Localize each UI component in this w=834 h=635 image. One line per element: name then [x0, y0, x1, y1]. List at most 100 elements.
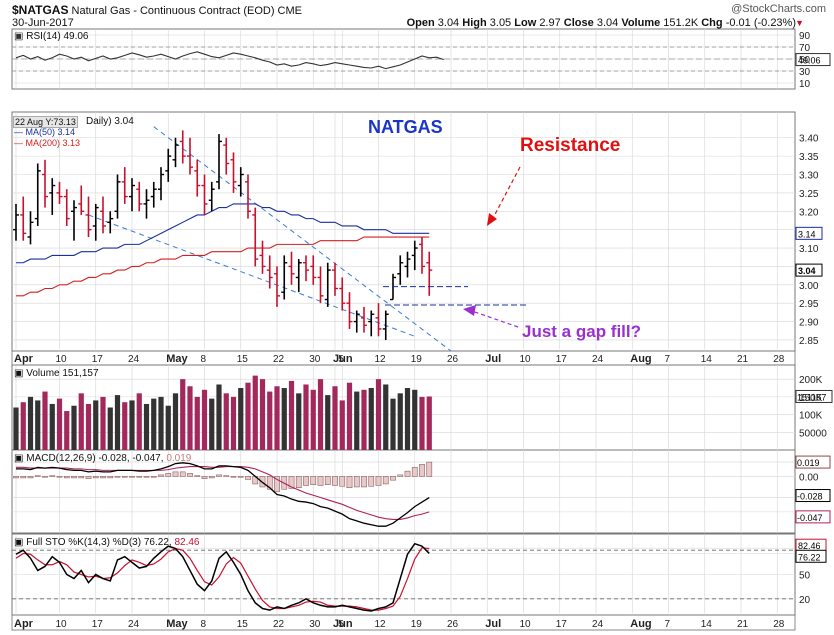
sto-value-label: 82.46 — [798, 541, 821, 551]
x-tick-label-top: 14 — [701, 354, 713, 365]
volume-bar — [187, 386, 193, 450]
resistance-annotation: Resistance — [520, 135, 621, 156]
chart-header: $NATGAS Natural Gas - Continuous Contrac… — [12, 3, 302, 17]
macd-histogram-bar — [63, 476, 70, 479]
macd-histogram-bar — [382, 476, 389, 485]
x-tick-label-top: 21 — [737, 354, 749, 365]
volume-bar — [368, 388, 374, 450]
resistance-arrow — [491, 166, 521, 221]
macd-histogram-bar — [397, 474, 404, 477]
volume-bar — [216, 384, 222, 450]
ma200-line — [16, 236, 430, 297]
rsi-value-marker — [795, 53, 831, 67]
x-tick-label-bottom: 10 — [520, 619, 532, 630]
x-tick-label-bottom: 19 — [411, 619, 423, 630]
macd-histogram-bar — [13, 476, 19, 479]
x-tick-label-bottom: 12 — [375, 619, 387, 630]
x-tick-label-bottom: 30 — [309, 619, 321, 630]
macd-histogram-bar — [237, 476, 244, 478]
gap-fill-annotation: Just a gap fill? — [522, 322, 642, 341]
volume-label: Volume — [621, 17, 661, 29]
volume-bar — [303, 384, 309, 450]
chg-down-arrow-icon: ▼ — [795, 18, 804, 28]
sto-legend-d: 82.46 — [174, 537, 200, 548]
volume-tick-label: 150K — [799, 393, 823, 404]
x-tick-label-top: 17 — [556, 354, 568, 365]
sto-value-marker — [795, 549, 827, 563]
macd-value-marker — [795, 489, 831, 503]
high-value: 3.05 — [489, 17, 512, 29]
macd-legend: ▣ MACD(12,26,9) -0.028, -0.047, 0.019 — [14, 453, 191, 464]
macd-histogram-bar — [332, 476, 338, 486]
resistance-arrow-head-icon — [487, 213, 497, 226]
volume-bar — [201, 389, 208, 450]
sto-chevron-icon: ▣ — [14, 537, 27, 548]
volume-bar — [13, 407, 19, 450]
rsi-tick-label: 10 — [799, 79, 811, 90]
volume-bar — [245, 382, 251, 450]
volume-bar — [165, 405, 171, 450]
volume-bar — [288, 380, 295, 450]
volume-bar — [238, 388, 244, 450]
ma50-legend-text: MA(50) 3.14 — [25, 127, 76, 137]
rsi-legend-text: RSI(14) 49.06 — [26, 31, 89, 42]
rsi-chevron-icon: ▣ — [14, 31, 27, 42]
macd-histogram-bar — [34, 475, 41, 477]
high-label: High — [462, 17, 487, 29]
volume-bar — [172, 393, 179, 450]
x-tick-label-bottom: 22 — [273, 619, 285, 630]
x-tick-label-bottom: 5 — [338, 619, 344, 630]
x-tick-label-bottom: 10 — [56, 619, 68, 630]
x-tick-label-top: 30 — [309, 354, 321, 365]
macd-histogram-bar — [208, 476, 215, 479]
macd-histogram-bar — [288, 476, 295, 489]
watermark: @StockCharts.com — [731, 3, 826, 15]
volume-bar — [180, 379, 186, 450]
macd-histogram-bar — [42, 476, 48, 478]
macd-histogram-bar — [194, 475, 201, 477]
price-legend: Daily) 3.04 — [86, 116, 134, 127]
volume-tick-label: 200K — [799, 375, 823, 386]
volume-bar — [209, 398, 215, 450]
macd-histogram-bar — [324, 476, 331, 485]
volume-bar — [78, 393, 84, 450]
volume-bar — [426, 396, 432, 450]
price-tick-label: 2.85 — [799, 336, 819, 347]
x-tick-label-top: 24 — [128, 354, 140, 365]
volume-bar — [20, 402, 26, 450]
x-tick-label-bottom: May — [166, 618, 188, 630]
volume-bar — [361, 389, 367, 450]
macd-histogram-bar — [150, 476, 157, 478]
x-tick-label-bottom: 17 — [556, 619, 568, 630]
volume-bar — [375, 379, 382, 450]
volume-bar — [71, 405, 77, 450]
x-tick-label-top: 19 — [411, 354, 423, 365]
chg-value: -0.01 (-0.23%) — [725, 17, 796, 29]
rsi-legend: ▣ RSI(14) 49.06 — [14, 31, 89, 42]
volume-bar — [296, 393, 302, 450]
chg-label: Chg — [701, 17, 723, 29]
volume-legend-text: Volume 151,157 — [26, 368, 99, 379]
macd-histogram-bar — [187, 473, 193, 477]
volume-value: 151.2K — [663, 17, 699, 29]
low-value: 2.97 — [539, 17, 561, 29]
macd-histogram-bar — [375, 476, 382, 486]
volume-chevron-icon: ▣ — [14, 368, 27, 379]
description: Natural Gas - Continuous Contract (EOD) — [71, 5, 275, 17]
volume-bar — [252, 375, 258, 450]
macd-line — [16, 462, 430, 527]
sto-legend-text: Full STO %K(14,3) %D(3) 76.22, — [26, 537, 172, 548]
volume-bar — [85, 403, 92, 450]
volume-bar — [310, 389, 316, 450]
volume-bar — [325, 395, 331, 450]
macd-histogram-bar — [121, 476, 128, 478]
x-tick-label-top: 22 — [273, 354, 285, 365]
volume-bar — [281, 388, 287, 450]
sto-value-label: 76.22 — [798, 552, 821, 562]
low-label: Low — [514, 17, 537, 29]
volume-bar — [49, 403, 55, 450]
x-tick-label-top: 15 — [237, 354, 249, 365]
macd-histogram-bar — [71, 476, 77, 479]
price-tick-label: 2.90 — [799, 318, 819, 329]
close-value-label: 3.04 — [798, 266, 816, 276]
